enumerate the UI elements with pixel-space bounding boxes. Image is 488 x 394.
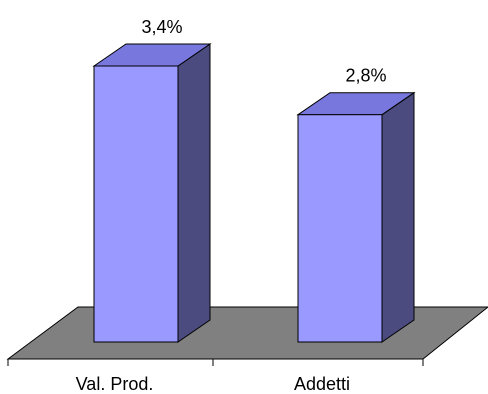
chart-floor [6,306,488,360]
bar-val-prod [92,43,212,343]
x-tick-label: Addetti [294,374,350,394]
bar-front [297,114,383,343]
data-label: 2,8% [345,66,386,86]
bar-front [93,65,179,343]
chart-floor-group [6,306,488,360]
bar-side [381,91,415,343]
labels-group: 3,4% Val. Prod. 2,8% Addetti [76,17,387,394]
data-label: 3,4% [141,17,182,37]
bar-side [177,43,211,343]
x-tick-label: Val. Prod. [76,374,154,394]
x-axis [7,358,424,366]
bars-group [92,43,416,343]
bar-addetti [296,91,416,343]
